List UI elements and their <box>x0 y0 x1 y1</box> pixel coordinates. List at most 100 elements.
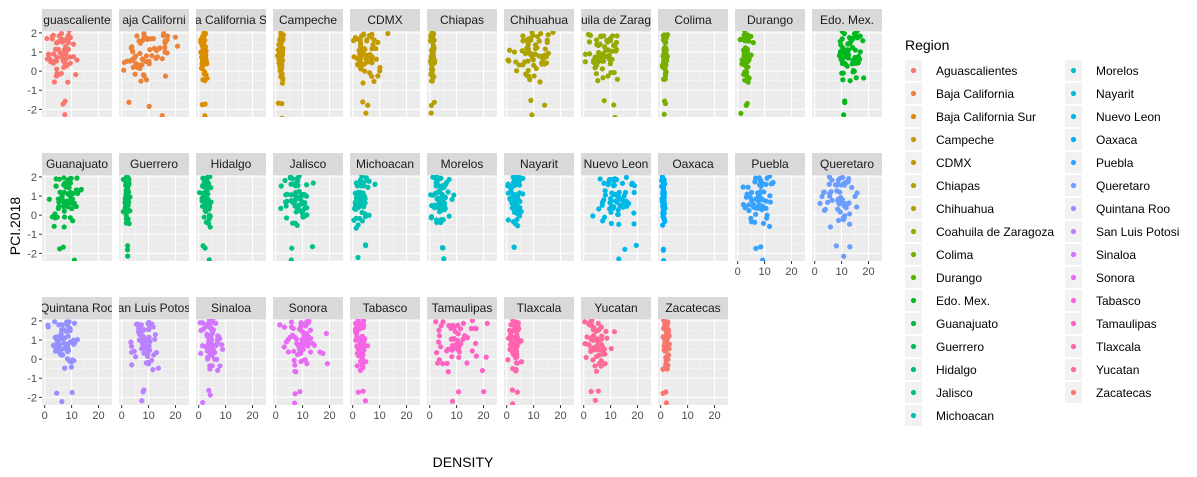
x-tick-label: 20 <box>554 410 566 422</box>
x-tick-label: 10 <box>835 266 847 278</box>
data-point <box>600 33 607 39</box>
x-tick-label: 20 <box>708 410 720 422</box>
data-point <box>288 319 295 325</box>
facet-strip-label: Guanajuato <box>46 157 108 171</box>
data-point <box>217 363 223 369</box>
data-point <box>203 323 209 329</box>
facet-strip-label: Queretaro <box>820 157 874 171</box>
data-point <box>522 59 528 65</box>
data-point <box>449 398 456 404</box>
data-point <box>323 330 329 337</box>
data-point <box>201 41 207 47</box>
data-point <box>599 58 605 64</box>
data-point <box>624 203 630 209</box>
data-point <box>58 327 65 333</box>
facet-strip <box>42 153 112 175</box>
data-point <box>746 207 752 214</box>
data-point <box>62 365 68 371</box>
data-point <box>362 398 369 404</box>
data-point <box>661 111 667 117</box>
data-point <box>121 59 127 66</box>
data-point <box>469 348 475 354</box>
data-point <box>220 346 226 352</box>
data-point <box>140 389 146 395</box>
facet-strip <box>504 153 574 175</box>
panel-background <box>427 31 497 117</box>
data-point <box>460 320 467 326</box>
data-point <box>746 202 752 208</box>
data-point <box>202 195 209 201</box>
facet-strip <box>350 297 420 319</box>
data-point <box>604 39 611 45</box>
data-point <box>53 183 59 189</box>
data-point <box>844 53 851 59</box>
data-point <box>66 31 72 33</box>
data-point <box>297 196 303 202</box>
data-point <box>350 38 357 44</box>
data-point <box>71 358 77 364</box>
facet-panel: CDMX <box>350 9 420 117</box>
data-point <box>375 73 381 79</box>
legend-swatch <box>1070 159 1077 166</box>
data-point <box>292 368 298 374</box>
data-point <box>120 176 126 183</box>
data-point <box>431 175 437 181</box>
facet-strip <box>119 153 189 175</box>
data-point <box>617 202 623 209</box>
legend-label: Tabasco <box>1096 294 1141 308</box>
data-point <box>456 354 462 360</box>
data-point <box>473 340 479 347</box>
data-point <box>515 223 521 229</box>
data-point <box>60 58 66 64</box>
x-tick-label: 0 <box>504 410 510 422</box>
data-point <box>748 189 755 195</box>
data-point <box>742 205 748 211</box>
data-point <box>469 319 475 324</box>
data-point <box>435 339 442 345</box>
data-point <box>297 389 303 395</box>
data-point <box>302 357 308 363</box>
data-point <box>847 244 853 250</box>
x-axis-title: DENSITY <box>433 454 494 470</box>
data-point <box>137 65 143 72</box>
data-point <box>125 253 131 259</box>
data-point <box>837 48 844 55</box>
data-point <box>755 205 761 211</box>
facet-panel: Hidalgo <box>196 153 266 261</box>
data-point <box>660 185 666 191</box>
legend-item: Coahuila de Zaragoza <box>905 221 1054 242</box>
data-point <box>737 37 743 43</box>
data-point <box>294 222 300 229</box>
data-point <box>664 341 670 347</box>
data-point <box>842 99 848 106</box>
facet-panel: Tabasco <box>350 297 420 405</box>
data-point <box>59 398 65 405</box>
data-point <box>58 351 64 357</box>
data-point <box>428 78 435 84</box>
series-points <box>737 31 756 117</box>
panel-background <box>504 31 574 117</box>
panel-background <box>273 175 343 261</box>
data-point <box>44 35 50 42</box>
data-point <box>841 31 847 37</box>
data-point <box>128 349 135 355</box>
legend: Region Aguascalientes Baja California Baja… <box>903 30 1185 428</box>
facet-panel: Zacatecas <box>658 297 728 405</box>
series-points <box>433 319 490 404</box>
data-point <box>385 31 391 37</box>
data-point <box>428 35 434 42</box>
data-point <box>850 67 857 74</box>
data-point <box>134 33 140 39</box>
data-point <box>146 103 152 110</box>
data-point <box>128 343 135 349</box>
panel-background <box>812 175 882 261</box>
data-point <box>353 215 359 221</box>
data-point <box>593 71 599 77</box>
data-point <box>607 200 613 206</box>
data-point <box>481 389 487 395</box>
data-point <box>307 327 314 333</box>
y-tick-label: 0 <box>31 210 37 222</box>
legend-item: Puebla <box>1065 152 1134 173</box>
data-point <box>200 320 206 326</box>
